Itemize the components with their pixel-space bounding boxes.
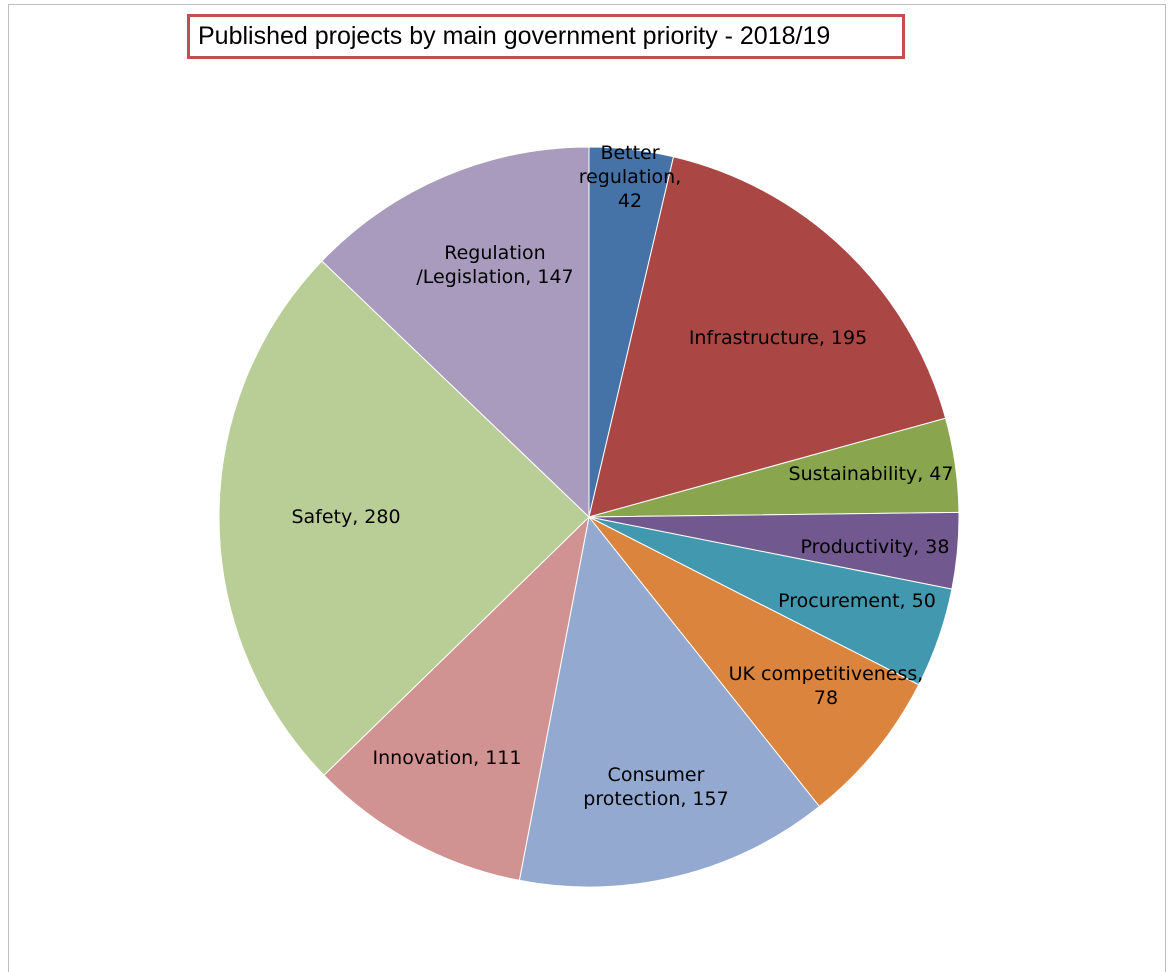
data-label-consumer-protection: Consumer protection, 157 [583,764,728,810]
data-label-line: Sustainability, 47 [789,463,954,485]
data-label-line: Safety, 280 [291,506,400,528]
data-label-uk-competitiveness: UK competitiveness, 78 [729,663,924,709]
chart-area [8,4,1166,972]
data-label-line: Regulation [444,242,545,264]
data-label-innovation: Innovation, 111 [373,747,522,769]
data-label-infrastructure: Infrastructure, 195 [689,327,867,349]
pie-slice-uk-competitiveness [588,516,920,808]
data-label-line: Consumer [608,764,705,786]
data-label-line: Better [600,142,659,164]
pie-slice-innovation [323,515,590,881]
data-label-procurement: Procurement, 50 [778,590,936,612]
data-label-line: regulation, [579,166,682,188]
pie-slice-consumer-protection [518,515,821,888]
chart-title-text: Published projects by main government pr… [198,22,831,50]
data-label-sustainability: Sustainability, 47 [789,463,954,485]
data-label-regulation-legislation: Regulation/Legislation, 147 [416,242,573,288]
pie-slice-safety [218,260,590,776]
data-label-line: Infrastructure, 195 [689,327,867,349]
data-label-line: protection, 157 [583,788,728,810]
data-label-line: Innovation, 111 [373,747,522,769]
data-label-better-regulation: Better regulation, 42 [579,142,682,212]
data-label-line: 42 [618,190,642,212]
data-label-line: Productivity, 38 [801,536,950,558]
data-label-line: 78 [814,687,838,709]
data-label-line: Procurement, 50 [778,590,936,612]
data-label-productivity: Productivity, 38 [801,536,950,558]
data-label-line: UK competitiveness, [729,663,924,685]
chart-title: Published projects by main government pr… [187,14,905,59]
data-label-safety: Safety, 280 [291,506,400,528]
pie-slice-regulation-legislation [321,146,590,519]
data-label-line: /Legislation, 147 [416,266,573,288]
pie-slice-infrastructure [588,156,947,518]
